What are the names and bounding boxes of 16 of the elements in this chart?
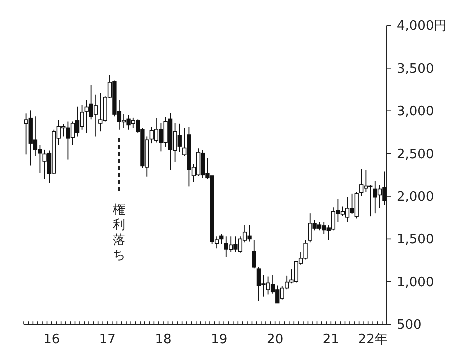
annotation: 権利落ち xyxy=(113,202,126,262)
y-tick-label: 1,500 xyxy=(397,232,434,248)
x-tick-label: 20 xyxy=(267,332,284,348)
y-tick-label: 2,500 xyxy=(397,147,434,162)
y-tick-label: 2,000 xyxy=(397,190,434,205)
x-tick-label: 22年 xyxy=(358,332,388,348)
y-tick-label: 3,500 xyxy=(397,62,434,77)
y-tick-label: 3,000 xyxy=(397,104,434,120)
x-tick-label: 17 xyxy=(99,332,116,348)
x-tick-label: 19 xyxy=(211,332,228,348)
y-tick-label: 500 xyxy=(397,318,422,334)
x-tick-label: 16 xyxy=(44,332,60,348)
x-tick-label: 21 xyxy=(322,332,340,348)
y-tick-label: 1,000 xyxy=(397,275,434,290)
y-tick-label: 4,000円 xyxy=(397,19,448,34)
x-tick-label: 18 xyxy=(155,332,172,348)
